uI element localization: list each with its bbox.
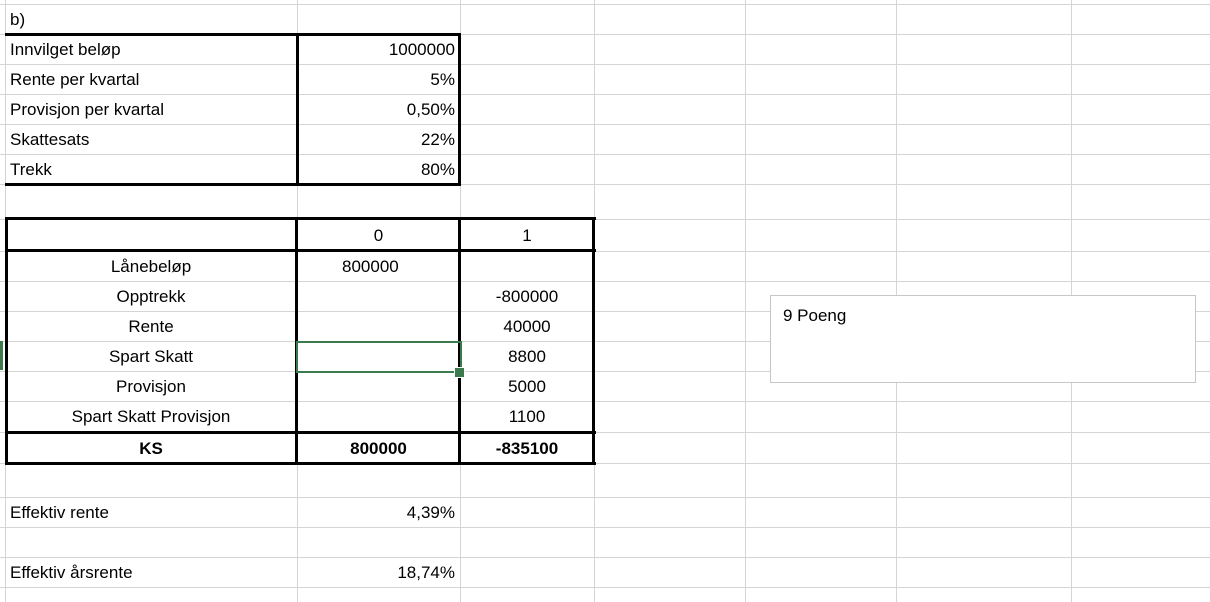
cell-drawdown-0[interactable] <box>297 282 460 311</box>
note-textbox[interactable]: 9 Poeng <box>770 295 1196 383</box>
border-line <box>5 462 596 465</box>
total-row-label[interactable]: KS <box>139 439 163 458</box>
cell-saved-tax-1[interactable]: 8800 <box>508 347 546 366</box>
param-value-commission[interactable]: 0,50% <box>406 100 455 119</box>
section-label[interactable]: b) <box>10 10 26 29</box>
cell-commission-0[interactable] <box>297 372 460 401</box>
cell-loan-0[interactable]: 800000 <box>342 257 399 276</box>
result-label-effective-rate[interactable]: Effektiv rente <box>10 503 109 522</box>
cell-drawdown-1[interactable]: -800000 <box>495 287 559 306</box>
param-value-rate[interactable]: 5% <box>430 70 455 89</box>
cell-interest-0[interactable] <box>297 312 460 341</box>
active-cell-selection[interactable] <box>296 341 462 373</box>
param-label-draw[interactable]: Trekk <box>10 160 52 179</box>
cell-commission-1[interactable]: 5000 <box>508 377 546 396</box>
total-cell-1[interactable]: -835100 <box>495 439 559 458</box>
cell-saved-tax-commission-1[interactable]: 1100 <box>508 407 546 426</box>
cell-saved-tax-commission-0[interactable] <box>297 402 460 431</box>
border-line <box>296 33 299 186</box>
border-line <box>5 431 596 434</box>
border-line <box>5 183 461 186</box>
result-label-annual-rate[interactable]: Effektiv årsrente <box>10 563 133 582</box>
note-text: 9 Poeng <box>783 306 847 325</box>
param-label-amount[interactable]: Innvilget beløp <box>10 40 121 59</box>
row-label-drawdown[interactable]: Opptrekk <box>116 287 186 306</box>
border-line <box>5 217 8 465</box>
cell-interest-1[interactable]: 40000 <box>503 317 551 336</box>
row-label-interest[interactable]: Rente <box>128 317 174 336</box>
result-value-annual-rate[interactable]: 18,74% <box>397 563 455 582</box>
border-line <box>5 217 596 220</box>
border-line <box>5 33 461 36</box>
result-value-effective-rate[interactable]: 4,39% <box>406 503 455 522</box>
column-header-1[interactable]: 1 <box>522 226 532 245</box>
total-cell-0[interactable]: 800000 <box>350 439 407 458</box>
fill-handle[interactable] <box>454 367 465 378</box>
row-label-saved-tax[interactable]: Spart Skatt <box>108 347 194 366</box>
param-label-rate[interactable]: Rente per kvartal <box>10 70 140 89</box>
param-label-tax[interactable]: Skattesats <box>10 130 90 149</box>
param-value-tax[interactable]: 22% <box>420 130 455 149</box>
border-line <box>458 33 461 186</box>
param-label-commission[interactable]: Provisjon per kvartal <box>10 100 165 119</box>
row-label-saved-tax-commission[interactable]: Spart Skatt Provisjon <box>71 407 231 426</box>
border-line <box>5 249 596 252</box>
border-line <box>592 217 595 465</box>
cell-loan-1[interactable] <box>460 252 594 281</box>
row-label-loan[interactable]: Lånebeløp <box>110 257 192 276</box>
row-label-commission[interactable]: Provisjon <box>116 377 186 396</box>
column-header-0[interactable]: 0 <box>373 226 384 245</box>
param-value-draw[interactable]: 80% <box>420 160 455 179</box>
param-value-amount[interactable]: 1000000 <box>388 40 455 59</box>
